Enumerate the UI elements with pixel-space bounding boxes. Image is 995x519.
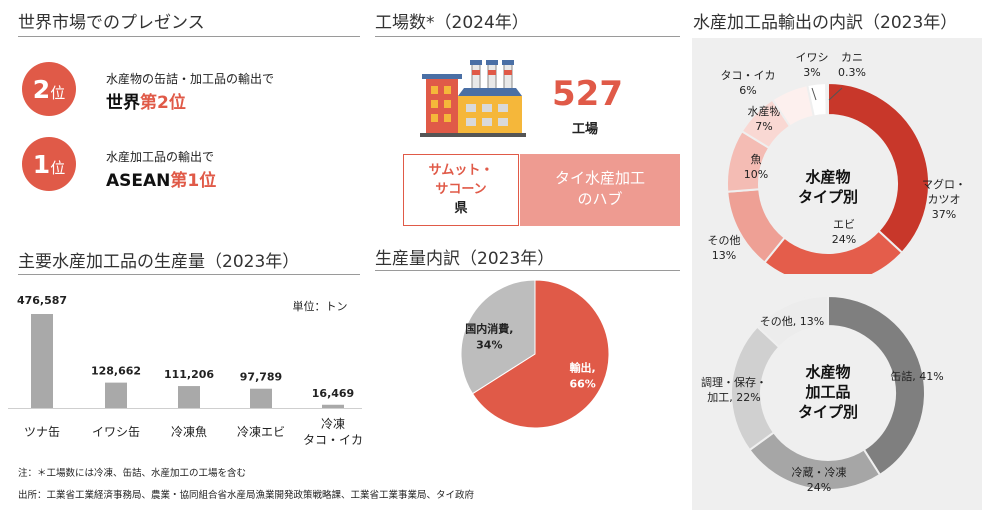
unit-label: 単位：トン [293, 299, 348, 313]
pie-slice-value: 66% [569, 378, 595, 391]
factories-title-rule [375, 36, 680, 37]
x-category-label: タコ・イカ [303, 433, 363, 447]
donut-center-title: 加工品 [804, 383, 850, 401]
bar [250, 388, 272, 408]
factory-icon [420, 60, 526, 137]
donut-segment-label: 7% [755, 120, 772, 133]
donut-segment-label: 6% [739, 84, 756, 97]
province-suffix: 県 [454, 201, 468, 216]
donut-center-title: 水産物 [805, 363, 850, 381]
exports-by-seafood-type-donut: マグロ・カツオ 37% エビ 24% その他 13% 魚 10% 水産物 7% タコ・イカ 6% イワシ… [708, 51, 966, 274]
factory-count: 527 [552, 74, 623, 114]
donut-center-title: 水産物 [805, 168, 850, 186]
donut-segment-label: 冷蔵・冷凍 [792, 466, 847, 479]
production-bar-chart: 単位：トン 476,587 ツナ缶 128,662 イワシ缶 111,206 冷凍魚 97,7… [8, 294, 363, 447]
donut-segment-label: 37% [932, 208, 956, 221]
donut-segment-label: タコ・イカ [721, 69, 776, 82]
production-title-rule [18, 274, 360, 275]
province-name-line2: サコーン [435, 182, 487, 197]
pie-slice-label: 国内消費, [465, 321, 513, 335]
exports-section-title: 水産加工品輸出の内訳（2023年） [693, 13, 958, 33]
exports-by-processed-type-donut: 缶詰, 41% 冷蔵・冷凍 24% 調理・保存・加工, 22% その他, 13% 水産物加… [701, 294, 944, 494]
province-name-line1: サムット・ [428, 163, 494, 178]
rank-world-description: 水産物の缶詰・加工品の輸出で [106, 72, 275, 86]
donut-segment-label: カツオ [928, 193, 961, 206]
bar [322, 404, 344, 408]
donut-segment-label: 水産物 [748, 104, 781, 118]
market-section-title: 世界市場でのプレゼンス [18, 13, 205, 33]
production-section-title: 主要水産加工品の生産量（2023年） [18, 252, 300, 272]
donut-segment-label: その他 [708, 234, 741, 247]
donut-segment-label: その他, 13% [760, 315, 824, 328]
donut-segment-label: 24% [832, 233, 856, 246]
donut-center-title: タイプ別 [798, 403, 858, 421]
x-category-label: 冷凍 [321, 417, 345, 431]
production-breakdown-pie: 輸出, 66% 国内消費, 34% [460, 279, 610, 429]
donut-segment [827, 294, 926, 477]
rank-number: 1 [32, 149, 51, 179]
factories-section-title: 工場数*（2024年） [375, 13, 529, 33]
bar-value-label: 16,469 [312, 387, 354, 400]
bar-value-label: 476,587 [17, 294, 67, 307]
donut-segment-label: 13% [712, 249, 736, 262]
donut-segment [755, 294, 829, 349]
bar-value-label: 128,662 [91, 365, 141, 378]
bar [178, 386, 200, 408]
donut-segment-label: 魚 [751, 153, 762, 166]
breakdown-section-title: 生産量内訳（2023年） [375, 249, 555, 269]
bar [31, 314, 53, 408]
rank-unit: 位 [50, 84, 66, 102]
x-category-label: 冷凍魚 [171, 425, 207, 439]
donut-segment-label: 調理・保存・ [701, 375, 767, 389]
bar-value-label: 111,206 [164, 368, 214, 381]
donut-segment-label: 缶詰, 41% [890, 369, 943, 383]
hub-box: タイ水産加工 のハブ [520, 154, 680, 226]
donut-segment-label: カニ [841, 51, 863, 64]
donut-segment-label: 24% [807, 481, 831, 494]
x-category-label: イワシ缶 [92, 425, 140, 439]
donut-segment-label: 加工, 22% [707, 391, 760, 404]
bar [105, 382, 127, 408]
rank-asean-headline: ASEAN第1位 [106, 171, 217, 191]
pie-slice-label: 輸出, [570, 361, 596, 375]
leader-line [828, 87, 843, 101]
pie-slice [460, 279, 536, 395]
hub-text-line1: タイ水産加工 [554, 169, 645, 187]
donut-segment-label: 0.3% [838, 66, 866, 79]
x-category-label: 冷凍エビ [237, 425, 285, 439]
factory-count-unit: 工場 [572, 122, 599, 137]
donut-segment-label: 10% [744, 168, 768, 181]
footnote: 注：＊工場数には冷凍、缶詰、水産加工の工場を含む [18, 468, 247, 479]
rank-unit: 位 [50, 159, 66, 177]
breakdown-title-rule [375, 270, 680, 271]
source-note: 出所：工業省工業経済事務局、農業・協同組合省水産局漁業開発政策戦略課、工業省工業… [18, 490, 475, 501]
x-category-label: ツナ缶 [24, 425, 60, 439]
hub-text-line2: のハブ [577, 190, 623, 208]
donut-segment-label: イワシ [796, 51, 829, 64]
donut-segment [825, 81, 829, 117]
pie-slice [471, 279, 610, 429]
rank-world-headline: 世界第2位 [106, 93, 186, 113]
rank-number: 2 [32, 74, 51, 104]
pie-slice-value: 34% [476, 338, 502, 351]
donut-segment-label: 3% [803, 66, 820, 79]
province-box: サムット・ サコーン 県 [403, 154, 519, 226]
donut-center-title: タイプ別 [798, 188, 858, 206]
market-title-rule [18, 36, 360, 37]
rank-asean-description: 水産加工品の輸出で [106, 150, 215, 164]
donut-segment-label: マグロ・ [922, 177, 966, 191]
bar-value-label: 97,789 [240, 371, 282, 384]
leader-line [811, 87, 817, 101]
donut-segment-label: エビ [833, 218, 855, 231]
